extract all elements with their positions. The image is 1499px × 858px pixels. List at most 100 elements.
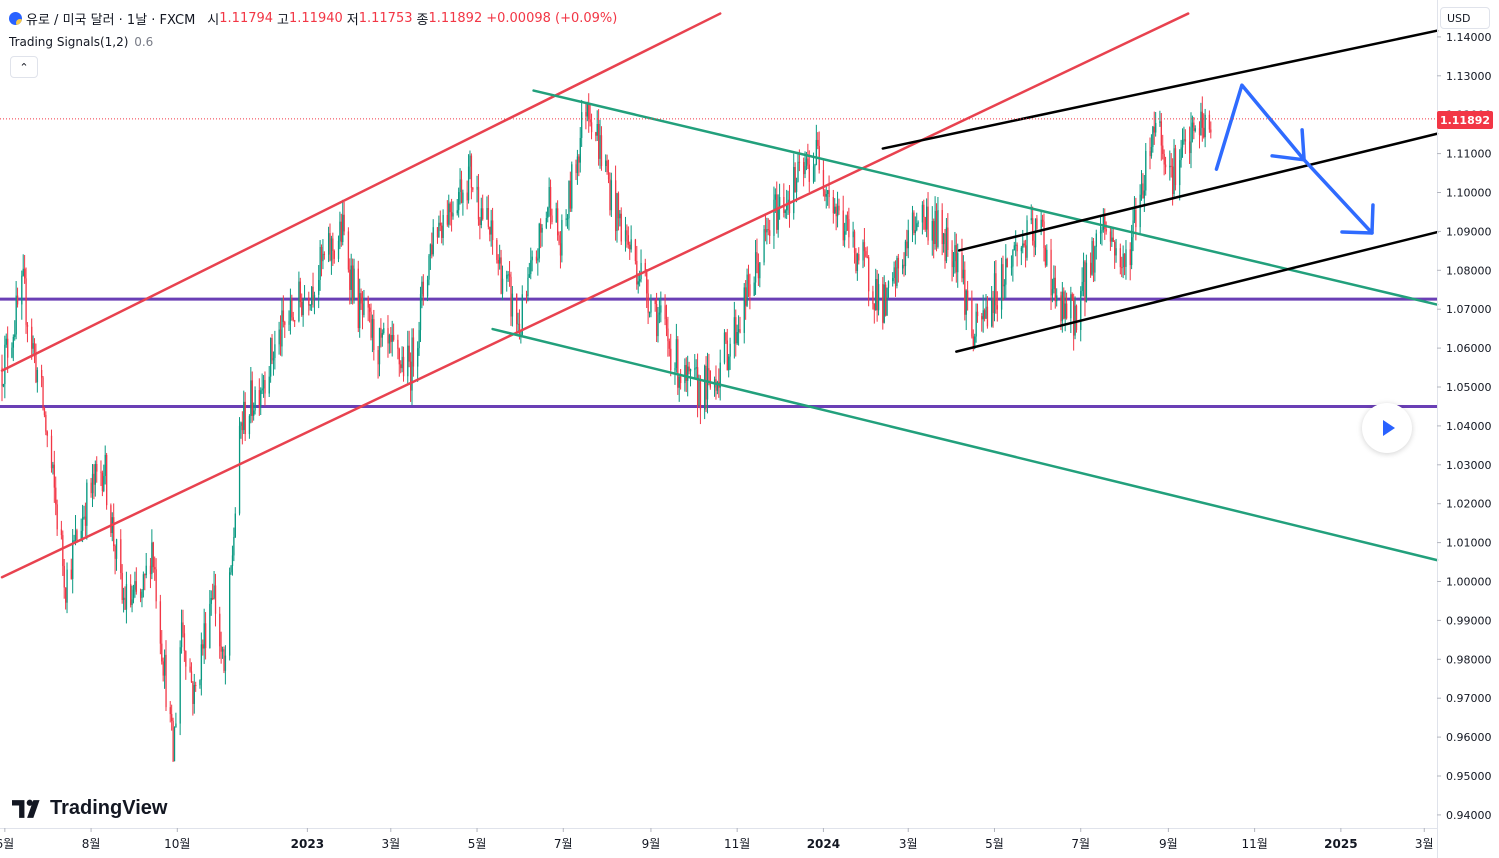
time-axis[interactable]: 6월 8월 10월 2023 3월 5월 7월 9월 11월 2024 3월 5월 7월 9월 11월 202… — [0, 828, 1437, 851]
price-tick-label: 1.07000 — [1446, 303, 1492, 316]
candle-body — [1090, 262, 1092, 275]
candle-body — [947, 227, 949, 251]
candle-body — [231, 555, 234, 566]
candle — [767, 218, 769, 236]
candle — [63, 558, 65, 599]
candle-body — [815, 139, 818, 165]
candle — [1119, 243, 1122, 275]
price-axis[interactable]: 1.140001.130001.120001.110001.100001.090… — [1437, 0, 1492, 858]
candle — [65, 587, 67, 610]
candle — [1006, 257, 1008, 268]
candle-body — [213, 585, 215, 599]
tradingview-logo[interactable]: TradingView — [12, 797, 167, 820]
candle — [106, 452, 108, 510]
candle — [62, 530, 64, 576]
candle-body — [1114, 241, 1116, 256]
candle-body — [825, 194, 827, 197]
candle-body — [22, 268, 24, 276]
red-trend-line-0[interactable] — [0, 12, 722, 372]
candle-body — [452, 213, 454, 217]
candle-body — [466, 192, 468, 201]
projection-arrow[interactable] — [1214, 83, 1374, 235]
candle — [725, 331, 727, 344]
black-trend-line-2[interactable] — [955, 230, 1439, 353]
candle-body — [835, 206, 837, 217]
candle — [124, 586, 126, 610]
indicator-legend[interactable]: Trading Signals(1,2) 0.6 — [9, 35, 153, 49]
candle-body — [371, 319, 374, 338]
green-trend-line-0[interactable] — [532, 89, 1439, 306]
candle — [342, 199, 344, 246]
candle-body — [1119, 248, 1122, 268]
candle-body — [391, 334, 393, 342]
candle-body — [397, 339, 399, 349]
candle-body — [962, 269, 965, 279]
candle-body — [1032, 218, 1034, 241]
black-trend-line-0[interactable] — [881, 29, 1439, 150]
candle — [214, 573, 217, 627]
candle — [4, 335, 6, 399]
candle-body — [393, 334, 395, 340]
symbol-title[interactable]: 유로 / 미국 달러 · 1날 · FXCM — [26, 13, 196, 28]
candle-body — [944, 233, 946, 261]
price-tick-label: 0.95000 — [1446, 770, 1492, 783]
candle-body — [446, 215, 449, 225]
candle — [472, 186, 474, 193]
candle — [353, 258, 355, 304]
candle — [637, 273, 639, 294]
candle — [619, 210, 621, 227]
candle — [665, 304, 668, 337]
candle-body — [1179, 160, 1181, 186]
candle-body — [261, 388, 263, 391]
candle — [794, 162, 796, 193]
black-trend-line-1[interactable] — [957, 132, 1439, 252]
candle — [380, 318, 382, 348]
candle — [469, 150, 471, 180]
candle — [914, 216, 917, 245]
candle-body — [100, 471, 102, 473]
candle — [458, 187, 460, 218]
candle-body — [537, 258, 539, 261]
candle — [1122, 245, 1124, 279]
candle-body — [566, 218, 569, 220]
candle-body — [931, 221, 933, 241]
candle-body — [332, 238, 334, 251]
candle-body — [240, 422, 242, 426]
candle — [540, 218, 542, 249]
candle-body — [1135, 209, 1137, 228]
candle-body — [145, 565, 147, 576]
candle-body — [151, 542, 153, 575]
price-tick-label: 0.97000 — [1446, 692, 1492, 705]
green-trend-line-1[interactable] — [491, 327, 1439, 562]
candle — [489, 226, 491, 242]
candle-body — [927, 206, 929, 241]
candle — [14, 320, 16, 341]
candle-body — [1071, 294, 1073, 299]
candle — [877, 273, 880, 316]
red-trend-line-1[interactable] — [0, 12, 1190, 579]
candle-body — [1143, 190, 1146, 199]
candle-body — [733, 317, 736, 344]
candle-body — [793, 167, 795, 214]
candle — [836, 191, 839, 228]
candle-body — [390, 335, 392, 342]
currency-selector[interactable]: USD — [1440, 7, 1490, 29]
candle-body — [248, 415, 251, 435]
price-tick-label: 1.08000 — [1446, 264, 1492, 277]
price-tick-label: 0.94000 — [1446, 809, 1492, 822]
replay-play-button[interactable] — [1362, 403, 1412, 453]
candle — [442, 209, 444, 246]
high-value: 1.11940 — [289, 11, 343, 26]
time-tick-label: 2024 — [807, 837, 840, 851]
price-tick-label: 1.03000 — [1446, 459, 1492, 472]
candle — [1174, 144, 1177, 191]
collapse-legend-button[interactable]: ⌃ — [10, 56, 38, 78]
candle — [1139, 184, 1141, 235]
candle — [42, 375, 44, 411]
candle-body — [115, 539, 118, 559]
candle — [142, 571, 145, 598]
candle — [688, 361, 690, 375]
candle-body — [581, 112, 583, 138]
candle — [274, 330, 276, 370]
